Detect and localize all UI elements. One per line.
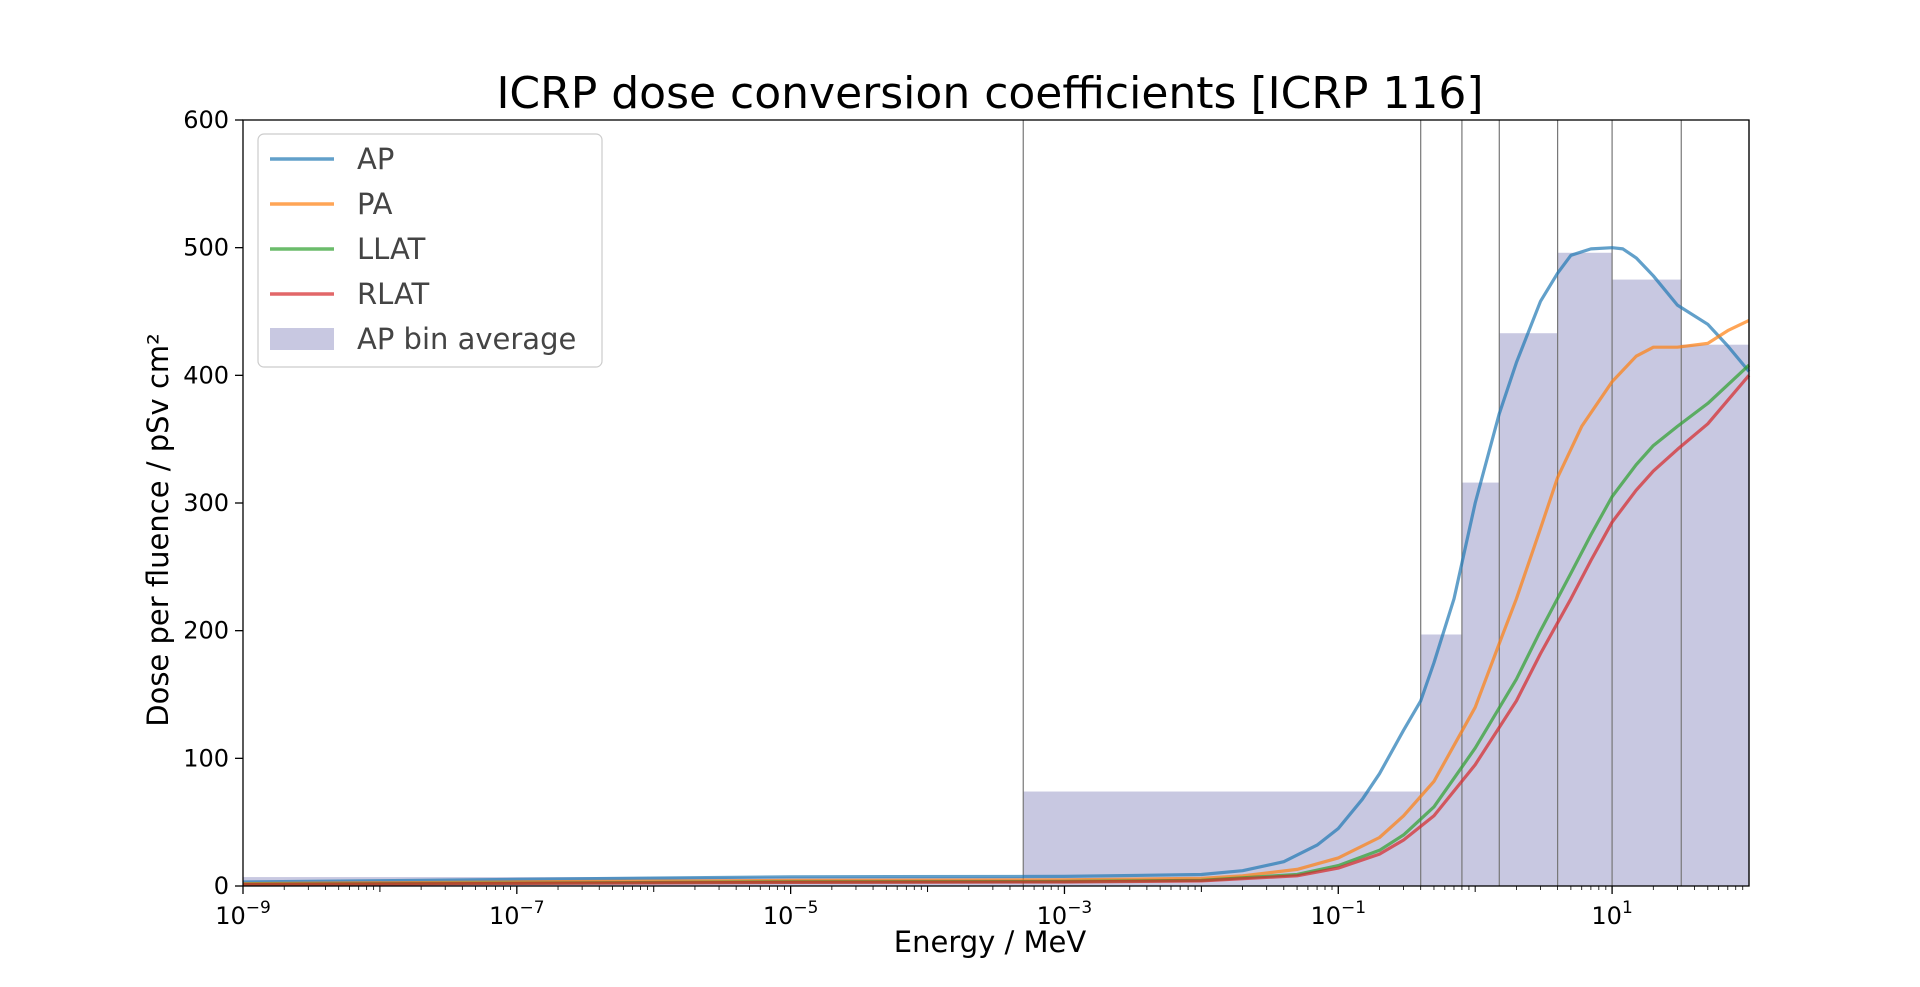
series-line-ap xyxy=(242,246,1751,884)
legend-swatch-bin-average xyxy=(270,328,334,350)
legend-label-2: LLAT xyxy=(357,232,426,266)
y-tick-label-4: 400 xyxy=(183,361,229,389)
legend-label-3: RLAT xyxy=(357,277,430,311)
bin-bar-4 xyxy=(1499,333,1558,886)
series-lines-layer xyxy=(242,246,1751,887)
bin-bar-7 xyxy=(1681,344,1749,886)
y-tick-label-0: 0 xyxy=(214,872,229,900)
x-tick-label-0: 10−9 xyxy=(215,898,271,930)
y-tick-label-1: 100 xyxy=(183,744,229,772)
y-tick-label-6: 600 xyxy=(183,106,229,134)
chart-title: ICRP dose conversion coefficients [ICRP … xyxy=(496,68,1483,119)
bin-bar-3 xyxy=(1461,482,1500,886)
series-line-pa xyxy=(242,318,1750,886)
legend-label-1: PA xyxy=(357,187,393,221)
y-ticks-layer: 0 100 200 300 400 500 600 xyxy=(183,106,243,900)
x-tick-label-2: 10−5 xyxy=(763,898,819,930)
bin-bar-6 xyxy=(1612,279,1682,886)
y-tick-label-2: 200 xyxy=(183,617,229,645)
y-tick-label-3: 300 xyxy=(183,489,229,517)
legend-label-4: AP bin average xyxy=(357,322,576,356)
y-tick-label-5: 500 xyxy=(183,234,229,262)
legend-label-0: AP xyxy=(357,142,394,176)
x-axis-label: Energy / MeV xyxy=(894,925,1087,959)
bin-bar-2 xyxy=(1420,634,1462,886)
x-tick-label-3: 10−3 xyxy=(1037,898,1093,930)
legend-box xyxy=(257,133,603,368)
series-line-rlat xyxy=(242,374,1751,887)
y-axis-label: Dose per fluence / pSv cm² xyxy=(141,333,175,727)
legend: AP PA LLAT RLAT AP bin average xyxy=(257,133,603,368)
x-ticks-layer: 10−9 10−7 10−5 10−3 10−1 101 xyxy=(215,886,1744,930)
x-tick-label-5: 101 xyxy=(1591,898,1632,930)
x-tick-label-4: 10−1 xyxy=(1310,898,1366,930)
x-tick-label-1: 10−7 xyxy=(489,898,545,930)
